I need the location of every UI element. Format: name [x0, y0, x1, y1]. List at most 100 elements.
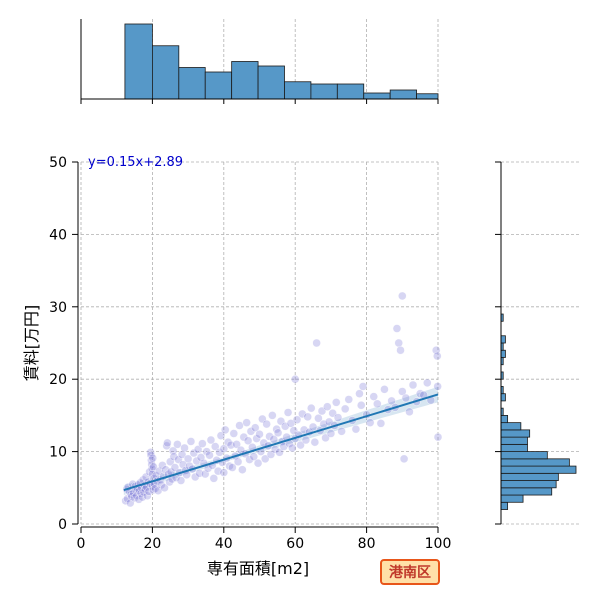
scatter-point-164 [310, 437, 320, 447]
scatter-point-73 [180, 443, 189, 453]
main-grid [80, 161, 439, 525]
scatter-point-120 [245, 455, 254, 464]
scatter-point-211 [433, 382, 442, 391]
scatter-point-37 [147, 464, 157, 474]
scatter-point-173 [326, 429, 336, 438]
scatter-point-151 [289, 426, 298, 435]
scatter-point-135 [266, 450, 276, 459]
scatter-point-119 [243, 436, 253, 445]
x-hist-bar-3 [204, 71, 233, 100]
scatter-point-124 [251, 423, 260, 432]
scatter-point-91 [205, 451, 214, 460]
scatter-point-203 [408, 380, 418, 390]
x-tick-label-3: 60 [286, 536, 304, 552]
scatter-point-160 [303, 412, 312, 422]
regression-line-group [123, 393, 439, 492]
x-hist-bar-6 [284, 81, 312, 100]
scatter-point-64 [169, 452, 179, 461]
scatter-point-118 [242, 418, 251, 427]
scatter-point-98 [215, 448, 224, 457]
scatter-point-141 [275, 448, 284, 457]
scatter-point-180 [344, 395, 353, 404]
x-tick-label-5: 100 [425, 536, 452, 552]
x-hist-bar-5 [257, 65, 285, 100]
scatter-point-106 [225, 461, 234, 471]
scatter-point-99 [216, 431, 226, 440]
y-axis-label: 賃料[万円] [22, 305, 41, 382]
scatter-point-94 [209, 474, 219, 483]
scatter-point-42 [149, 462, 158, 472]
scatter-point-35 [147, 456, 156, 465]
scatter-point-76 [183, 454, 193, 464]
scatter-point-163 [308, 422, 318, 432]
scatter-point-103 [221, 425, 230, 435]
regression-equation-label: y=0.15x+2.89 [88, 155, 183, 170]
x-hist-bar-11 [416, 93, 439, 100]
scatter-point-134 [265, 432, 274, 441]
scatter-point-169 [319, 419, 328, 429]
scatter-point-188 [369, 392, 378, 401]
scatter-point-97 [213, 466, 223, 476]
scatter-point-54 [160, 483, 169, 492]
scatter-point-162 [307, 403, 316, 413]
scatter-point-190 [376, 419, 386, 428]
scatter-point-139 [272, 424, 281, 434]
scatter-point-183 [355, 389, 364, 398]
scatter-point-125 [252, 434, 261, 443]
scatter-point-80 [189, 448, 199, 458]
x-marginal-ticks [80, 99, 439, 104]
regression-band [123, 386, 438, 496]
scatter-point-179 [340, 404, 350, 414]
scatter-point-82 [192, 456, 201, 466]
scatter-point-137 [269, 435, 278, 444]
scatter-point-145 [281, 422, 290, 431]
y-hist-bar-3 [500, 480, 557, 489]
scatter-point-6 [126, 490, 136, 499]
x-tick-label-0: 0 [77, 536, 86, 552]
scatter-point-102 [219, 468, 229, 477]
scatter-point-195 [392, 324, 402, 333]
scatter-point-157 [298, 409, 307, 419]
scatter-point-171 [323, 402, 332, 411]
scatter-point-193 [387, 396, 396, 406]
scatter-point-40 [148, 453, 157, 463]
y-tick-label-3: 30 [49, 300, 67, 316]
regression-line [123, 393, 439, 492]
scatter-point-5 [126, 498, 135, 508]
scatter-point-202 [405, 407, 414, 416]
scatter-point-210 [433, 351, 442, 361]
y-hist-bar-7 [500, 451, 548, 460]
scatter-point-81 [191, 472, 200, 482]
scatter-point-176 [332, 398, 341, 407]
scatter-point-166 [314, 414, 323, 423]
scatter-point-112 [233, 457, 243, 466]
scatter-point-92 [206, 435, 216, 445]
scatter-point-70 [176, 476, 186, 485]
scatter-point-67 [173, 440, 182, 449]
scatter-point-187 [365, 418, 375, 427]
ward-badge: 港南区 [380, 559, 440, 585]
y-hist-bar-6 [500, 458, 570, 467]
scatter-point-152 [291, 375, 300, 384]
y-hist-bar-8 [500, 443, 528, 452]
y-hist-bar-2 [500, 487, 553, 496]
scatter-point-21 [138, 493, 147, 502]
y-hist-bar-0 [500, 501, 509, 510]
y-tick-label-0: 0 [58, 517, 67, 533]
scatter-point-177 [333, 413, 343, 422]
x-hist-bar-2 [178, 67, 206, 100]
scatter-point-129 [258, 414, 267, 424]
scatter-point-144 [279, 442, 288, 451]
scatter-point-131 [261, 454, 270, 464]
x-marginal-bars [124, 23, 439, 100]
scatter-point-189 [373, 399, 382, 409]
x-tick-label-1: 20 [143, 536, 161, 552]
scatter-point-201 [401, 393, 411, 403]
scatter-point-199 [398, 387, 407, 396]
scatter-point-207 [423, 378, 432, 388]
scatter-point-115 [238, 465, 247, 474]
scatter-point-156 [296, 440, 305, 450]
y-hist-bar-1 [500, 494, 524, 503]
